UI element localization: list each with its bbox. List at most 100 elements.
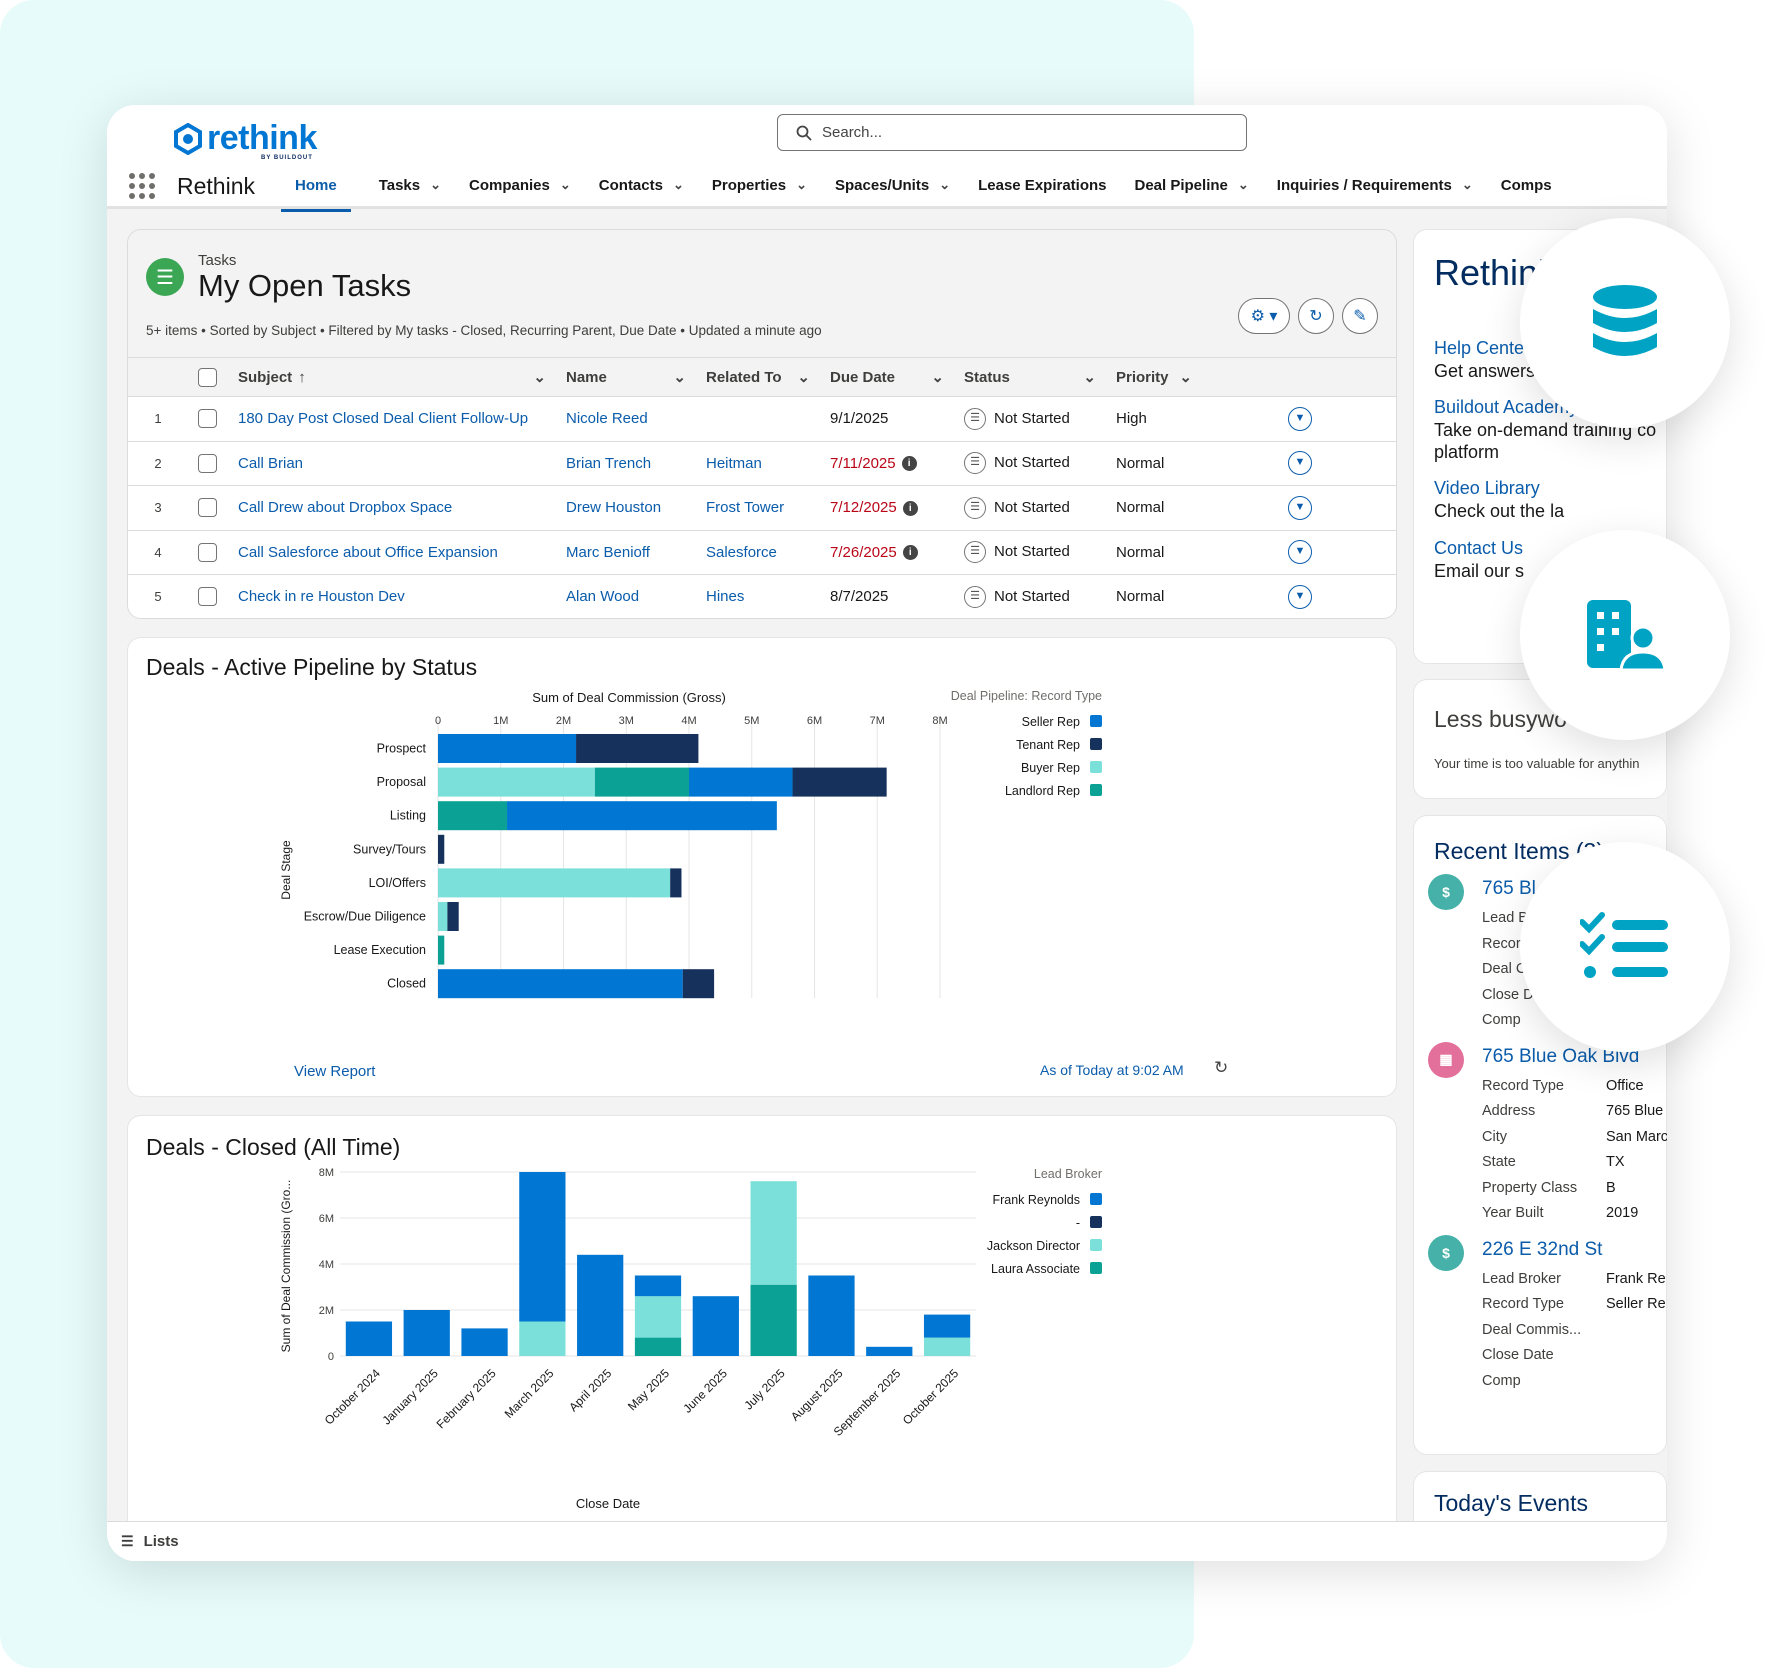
task-subject-link[interactable]: Call Drew about Dropbox Space bbox=[228, 485, 556, 531]
overdue-info-icon[interactable]: i bbox=[901, 456, 917, 472]
x-tick-label: July 2025 bbox=[742, 1366, 788, 1412]
task-subject-link[interactable]: Check in re Houston Dev bbox=[228, 574, 556, 618]
rethink-logo[interactable]: rethink BY BUILDOUT bbox=[173, 119, 317, 161]
row-action-menu-icon[interactable]: ▼ bbox=[1288, 495, 1312, 520]
legend-swatch bbox=[1090, 1239, 1102, 1251]
chevron-down-icon[interactable]: ⌄ bbox=[1237, 177, 1249, 192]
chevron-down-icon[interactable]: ⌄ bbox=[559, 177, 571, 192]
task-name-link[interactable]: Alan Wood bbox=[556, 574, 696, 618]
task-related-link[interactable] bbox=[696, 396, 820, 442]
nav-item-tasks[interactable]: Tasks ⌄ bbox=[379, 177, 441, 194]
task-related-link[interactable]: Hines bbox=[696, 574, 820, 618]
task-related-link[interactable]: Heitman bbox=[696, 441, 820, 486]
help-center-link[interactable]: Help Center bbox=[1434, 338, 1531, 358]
recent-item-field-label: Close D bbox=[1482, 986, 1534, 1003]
nav-item-spaces-units[interactable]: Spaces/Units ⌄ bbox=[835, 177, 950, 194]
overdue-info-icon[interactable]: i bbox=[902, 545, 918, 561]
recent-item-link[interactable]: 226 E 32nd St bbox=[1482, 1238, 1603, 1260]
academy-link[interactable]: Buildout Academy bbox=[1434, 397, 1579, 417]
row-checkbox[interactable] bbox=[198, 409, 217, 429]
recent-item-field-label: Record Type bbox=[1482, 1296, 1564, 1312]
task-subject-link[interactable]: Call Salesforce about Office Expansion bbox=[228, 530, 556, 575]
recent-item-link[interactable]: 765 Bl bbox=[1482, 878, 1536, 899]
busywork-title: Less busywo bbox=[1434, 706, 1567, 732]
bar-segment bbox=[750, 1181, 797, 1285]
tasks-title: My Open Tasks bbox=[198, 268, 412, 303]
bar-segment bbox=[403, 1310, 450, 1356]
chevron-down-icon[interactable]: ⌄ bbox=[931, 369, 944, 386]
recent-item-link[interactable]: 765 Blue Oak Blvd bbox=[1482, 1045, 1640, 1067]
nav-item-contacts[interactable]: Contacts ⌄ bbox=[599, 177, 684, 194]
bar-segment bbox=[792, 767, 887, 797]
nav-item-deal-pipeline[interactable]: Deal Pipeline ⌄ bbox=[1135, 177, 1249, 194]
task-subject-link[interactable]: 180 Day Post Closed Deal Client Follow-U… bbox=[228, 396, 556, 442]
column-header-name[interactable]: Name ⌄ bbox=[556, 357, 696, 397]
chevron-down-icon[interactable]: ⌄ bbox=[1179, 369, 1192, 386]
overdue-info-icon[interactable]: i bbox=[902, 500, 918, 516]
task-related-link[interactable]: Frost Tower bbox=[696, 485, 820, 531]
nav-item-lease-expirations[interactable]: Lease Expirations bbox=[978, 177, 1106, 194]
row-checkbox[interactable] bbox=[198, 453, 217, 473]
list-icon: ☰ bbox=[121, 1533, 134, 1549]
edit-button[interactable]: ✎ bbox=[1342, 298, 1378, 334]
table-row: 5 Check in re Houston Dev Alan Wood Hines 8/… bbox=[128, 574, 1396, 618]
column-header-related-to[interactable]: Related To ⌄ bbox=[696, 357, 820, 397]
refresh-button[interactable]: ↻ bbox=[1298, 298, 1334, 334]
legend-swatch bbox=[1090, 1262, 1102, 1274]
nav-item-home[interactable]: Home bbox=[281, 177, 351, 212]
row-action-menu-icon[interactable]: ▼ bbox=[1288, 540, 1312, 565]
row-action-menu-icon[interactable]: ▼ bbox=[1288, 451, 1312, 476]
chevron-down-icon[interactable]: ⌄ bbox=[533, 369, 546, 386]
video-library-link[interactable]: Video Library bbox=[1434, 478, 1540, 498]
chevron-down-icon[interactable]: ⌄ bbox=[430, 177, 442, 192]
row-action-menu-icon[interactable]: ▼ bbox=[1288, 406, 1312, 431]
legend-swatch bbox=[1090, 761, 1102, 773]
status-icon: ☰ bbox=[964, 452, 986, 475]
tasks-feature-bubble bbox=[1520, 842, 1730, 1052]
chevron-down-icon[interactable]: ⌄ bbox=[939, 177, 951, 192]
column-header-due-date[interactable]: Due Date ⌄ bbox=[820, 357, 954, 397]
nav-item-comps[interactable]: Comps bbox=[1501, 177, 1552, 194]
chart-refresh-icon[interactable]: ↻ bbox=[1214, 1058, 1229, 1077]
select-all-checkbox[interactable] bbox=[198, 367, 217, 387]
row-checkbox[interactable] bbox=[198, 498, 217, 518]
category-label: Lease Execution bbox=[334, 943, 426, 957]
legend-label: Frank Reynolds bbox=[992, 1193, 1080, 1207]
task-name-link[interactable]: Drew Houston bbox=[556, 485, 696, 531]
nav-item-inquiries-requirements[interactable]: Inquiries / Requirements ⌄ bbox=[1277, 177, 1473, 194]
contact-us-link[interactable]: Contact Us bbox=[1434, 538, 1524, 558]
row-checkbox[interactable] bbox=[198, 542, 217, 562]
task-name-link[interactable]: Nicole Reed bbox=[556, 396, 696, 442]
chevron-down-icon[interactable]: ⌄ bbox=[673, 369, 686, 386]
row-checkbox[interactable] bbox=[198, 587, 217, 607]
y-tick-label: 0 bbox=[328, 1351, 334, 1363]
column-header-status[interactable]: Status ⌄ bbox=[954, 357, 1106, 397]
column-label: Priority bbox=[1116, 368, 1169, 386]
chevron-down-icon[interactable]: ⌄ bbox=[1083, 369, 1096, 386]
due-date-value: 7/11/2025 bbox=[830, 454, 896, 472]
column-header-subject[interactable]: Subject ↑ ⌄ bbox=[228, 357, 556, 397]
search-input[interactable]: Search... bbox=[777, 114, 1247, 151]
chevron-down-icon[interactable]: ⌄ bbox=[796, 177, 807, 192]
nav-item-companies[interactable]: Companies ⌄ bbox=[469, 177, 571, 194]
column-header-priority[interactable]: Priority ⌄ bbox=[1106, 357, 1202, 397]
chevron-down-icon[interactable]: ⌄ bbox=[797, 369, 810, 386]
chevron-down-icon[interactable]: ⌄ bbox=[1461, 177, 1473, 192]
nav-item-properties[interactable]: Properties ⌄ bbox=[712, 177, 807, 194]
legend-swatch bbox=[1090, 715, 1102, 727]
recent-item-field-label: Lead B bbox=[1482, 910, 1528, 926]
list-settings-button[interactable]: ⚙ ▾ bbox=[1238, 298, 1290, 334]
task-name-link[interactable]: Marc Benioff bbox=[556, 530, 696, 575]
app-launcher-icon[interactable] bbox=[129, 173, 155, 199]
task-name-link[interactable]: Brian Trench bbox=[556, 441, 696, 486]
view-report-link[interactable]: View Report bbox=[294, 1063, 376, 1080]
chevron-down-icon[interactable]: ⌄ bbox=[672, 177, 684, 192]
app-name: Rethink bbox=[177, 173, 255, 199]
task-subject-link[interactable]: Call Brian bbox=[228, 441, 556, 486]
recent-item-field-value: B bbox=[1606, 1179, 1616, 1196]
task-related-link[interactable]: Salesforce bbox=[696, 530, 820, 575]
lists-tab[interactable]: Lists bbox=[143, 1533, 179, 1550]
task-status: ☰ Not Started bbox=[954, 396, 1106, 442]
x-axis-title: Close Date bbox=[576, 1496, 640, 1511]
row-action-menu-icon[interactable]: ▼ bbox=[1288, 584, 1312, 609]
